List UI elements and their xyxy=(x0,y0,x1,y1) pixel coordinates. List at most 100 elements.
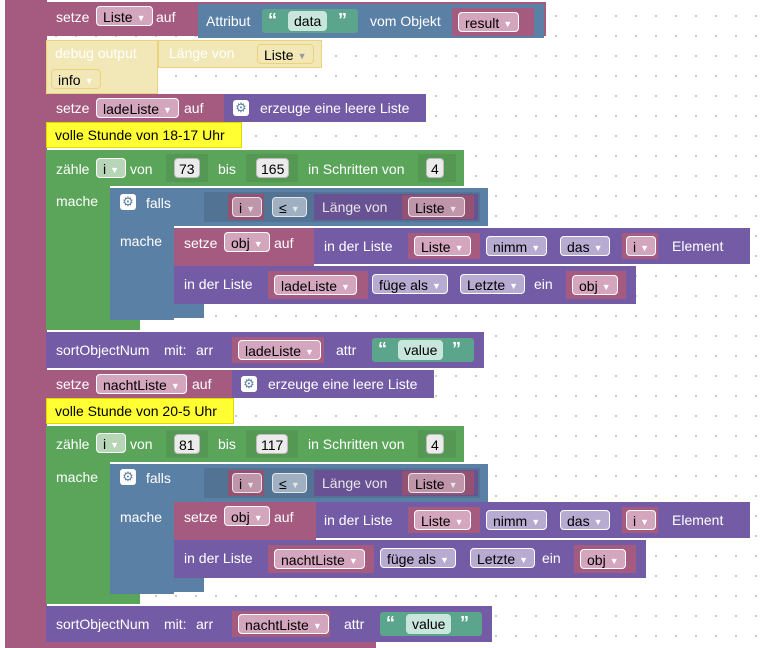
position-dropdown[interactable]: Letzte ▼ xyxy=(470,548,536,568)
variable-block[interactable]: i ▼ xyxy=(228,194,264,220)
variable-dropdown[interactable]: i ▼ xyxy=(626,510,657,530)
variable-dropdown[interactable]: Liste ▼ xyxy=(408,197,465,217)
mode-dropdown[interactable]: nimm ▼ xyxy=(486,510,548,530)
compare-block[interactable]: i ▼ ≤ ▼ Länge von Liste ▼ xyxy=(204,468,480,498)
gear-icon[interactable]: ⚙ xyxy=(241,376,257,392)
position-dropdown[interactable]: Letzte ▼ xyxy=(460,274,526,294)
number-block[interactable]: 165 xyxy=(246,154,298,182)
to-number[interactable]: 117 xyxy=(256,434,289,454)
comment-block[interactable]: volle Stunde von 18-17 Uhr xyxy=(46,122,242,148)
insert-list-block[interactable]: in der Liste ladeListe ▼ füge als ▼ Letzte… xyxy=(174,266,636,304)
number-block[interactable]: 81 xyxy=(166,430,208,458)
variable-dropdown[interactable]: Liste ▼ xyxy=(96,6,153,26)
gear-icon[interactable]: ⚙ xyxy=(120,469,136,485)
variable-block[interactable]: nachtListe ▼ xyxy=(232,611,330,637)
variable-block[interactable]: obj ▼ xyxy=(566,271,626,299)
length-block[interactable]: Länge von Liste ▼ xyxy=(314,194,478,220)
variable-block[interactable]: Liste ▼ xyxy=(402,471,474,495)
variable-block[interactable]: Liste ▼ xyxy=(408,233,480,259)
variable-block[interactable]: Liste ▼ xyxy=(402,195,474,219)
bis-label: bis xyxy=(218,161,236,177)
procedure-name: sortObjectNum xyxy=(56,616,150,632)
set-nachtliste-block[interactable]: setze nachtListe ▼ auf ⚙ erzeuge eine lee… xyxy=(46,370,434,398)
from-number[interactable]: 73 xyxy=(174,158,200,178)
text-block[interactable]: “ value ” xyxy=(380,612,482,636)
length-block[interactable]: Länge von Liste ▼ xyxy=(158,40,322,68)
length-block[interactable]: Länge von Liste ▼ xyxy=(314,470,478,496)
insert-mode-dropdown[interactable]: füge als ▼ xyxy=(380,548,456,568)
get-list-element-block[interactable]: in der Liste Liste ▼ nimm ▼ das ▼ i ▼ Elemen… xyxy=(314,228,750,264)
variable-dropdown[interactable]: Liste ▼ xyxy=(414,236,471,256)
variable-block[interactable]: nachtListe ▼ xyxy=(268,545,374,573)
create-list-block[interactable]: ⚙ erzeuge eine leere Liste xyxy=(224,94,426,122)
where-dropdown[interactable]: das ▼ xyxy=(560,510,610,530)
variable-block[interactable]: Liste ▼ xyxy=(408,507,480,533)
variable-dropdown[interactable]: Liste ▼ xyxy=(414,510,471,530)
variable-block[interactable]: result ▼ xyxy=(452,8,534,36)
variable-block[interactable]: i ▼ xyxy=(228,470,264,496)
variable-dropdown[interactable]: obj ▼ xyxy=(224,506,270,526)
set-ladeliste-block[interactable]: setze ladeListe ▼ auf ⚙ erzeuge eine leer… xyxy=(46,94,426,122)
variable-block[interactable]: ladeListe ▼ xyxy=(232,337,324,363)
insert-mode-dropdown[interactable]: füge als ▼ xyxy=(372,274,448,294)
loop-variable-dropdown[interactable]: i ▼ xyxy=(96,433,127,453)
gear-icon[interactable]: ⚙ xyxy=(233,100,249,116)
variable-dropdown[interactable]: obj ▼ xyxy=(580,549,626,569)
for-loop-block[interactable]: zähle i ▼ von 73 bis 165 in Schritten von… xyxy=(46,150,464,186)
text-value[interactable]: data xyxy=(288,11,328,31)
sort-procedure-block[interactable]: sortObjectNum mit: arr nachtListe ▼ attr … xyxy=(46,606,492,642)
debug-output-block[interactable]: debug output info ▼ xyxy=(46,40,158,94)
mode-dropdown[interactable]: nimm ▼ xyxy=(486,236,548,256)
variable-dropdown[interactable]: ladeListe ▼ xyxy=(238,340,321,360)
compare-block[interactable]: i ▼ ≤ ▼ Länge von Liste ▼ xyxy=(204,192,480,222)
text-block[interactable]: “ data ” xyxy=(262,9,358,33)
log-level-dropdown[interactable]: info ▼ xyxy=(51,69,101,89)
variable-dropdown[interactable]: Liste ▼ xyxy=(408,473,465,493)
variable-dropdown[interactable]: i ▼ xyxy=(232,473,263,493)
step-number[interactable]: 4 xyxy=(426,158,444,178)
attribute-block[interactable]: Attribut “ data ” vom Objekt result ▼ xyxy=(198,4,544,38)
variable-dropdown[interactable]: obj ▼ xyxy=(572,275,618,295)
set-obj-block[interactable]: setze obj ▼ auf xyxy=(174,502,316,540)
variable-dropdown[interactable]: ladeListe ▼ xyxy=(96,98,179,118)
variable-dropdown[interactable]: result ▼ xyxy=(458,12,520,32)
operator-dropdown[interactable]: ≤ ▼ xyxy=(272,473,307,493)
insert-list-block[interactable]: in der Liste nachtListe ▼ füge als ▼ Letzt… xyxy=(174,540,646,578)
operator-dropdown[interactable]: ≤ ▼ xyxy=(272,197,307,217)
from-number[interactable]: 81 xyxy=(174,434,200,454)
variable-dropdown[interactable]: nachtListe ▼ xyxy=(96,374,187,394)
number-block[interactable]: 4 xyxy=(418,430,456,458)
set-obj-block[interactable]: setze obj ▼ auf xyxy=(174,228,314,266)
step-number[interactable]: 4 xyxy=(426,434,444,454)
variable-block[interactable]: ladeListe ▼ xyxy=(268,271,368,299)
create-list-block[interactable]: ⚙ erzeuge eine leere Liste xyxy=(232,370,434,398)
variable-dropdown[interactable]: nachtListe ▼ xyxy=(238,614,329,634)
set-liste-block[interactable]: setze Liste ▼ auf Attribut “ data ” vom O… xyxy=(46,2,546,38)
variable-dropdown[interactable]: i ▼ xyxy=(232,197,263,217)
text-block[interactable]: “ value ” xyxy=(372,338,474,362)
variable-block[interactable]: obj ▼ xyxy=(574,545,636,573)
gear-icon[interactable]: ⚙ xyxy=(120,194,136,210)
text-value[interactable]: value xyxy=(398,340,444,360)
variable-block[interactable]: i ▼ xyxy=(622,507,658,533)
variable-dropdown[interactable]: obj ▼ xyxy=(224,232,270,252)
if-block[interactable]: ⚙ falls i ▼ ≤ ▼ Länge von Liste ▼ xyxy=(110,464,488,502)
number-block[interactable]: 4 xyxy=(418,154,456,182)
number-block[interactable]: 117 xyxy=(246,430,298,458)
variable-dropdown[interactable]: i ▼ xyxy=(626,236,657,256)
variable-block[interactable]: i ▼ xyxy=(622,233,658,259)
loop-variable-dropdown[interactable]: i ▼ xyxy=(96,158,127,178)
text-value[interactable]: value xyxy=(406,614,452,634)
variable-dropdown[interactable]: ladeListe ▼ xyxy=(274,275,357,295)
if-block[interactable]: ⚙ falls i ▼ ≤ ▼ Länge von Liste ▼ xyxy=(110,188,488,226)
sort-procedure-block[interactable]: sortObjectNum mit: arr ladeListe ▼ attr “… xyxy=(46,332,484,368)
element-label: Element xyxy=(672,238,724,254)
number-block[interactable]: 73 xyxy=(166,154,208,182)
to-number[interactable]: 165 xyxy=(256,158,290,178)
get-list-element-block[interactable]: in der Liste Liste ▼ nimm ▼ das ▼ i ▼ Elemen… xyxy=(316,502,750,538)
variable-dropdown[interactable]: Liste ▼ xyxy=(257,44,314,64)
variable-dropdown[interactable]: nachtListe ▼ xyxy=(274,549,365,569)
comment-block[interactable]: volle Stunde von 20-5 Uhr xyxy=(46,398,234,424)
where-dropdown[interactable]: das ▼ xyxy=(560,236,610,256)
for-loop-block[interactable]: zähle i ▼ von 81 bis 117 in Schritten von… xyxy=(46,426,464,462)
